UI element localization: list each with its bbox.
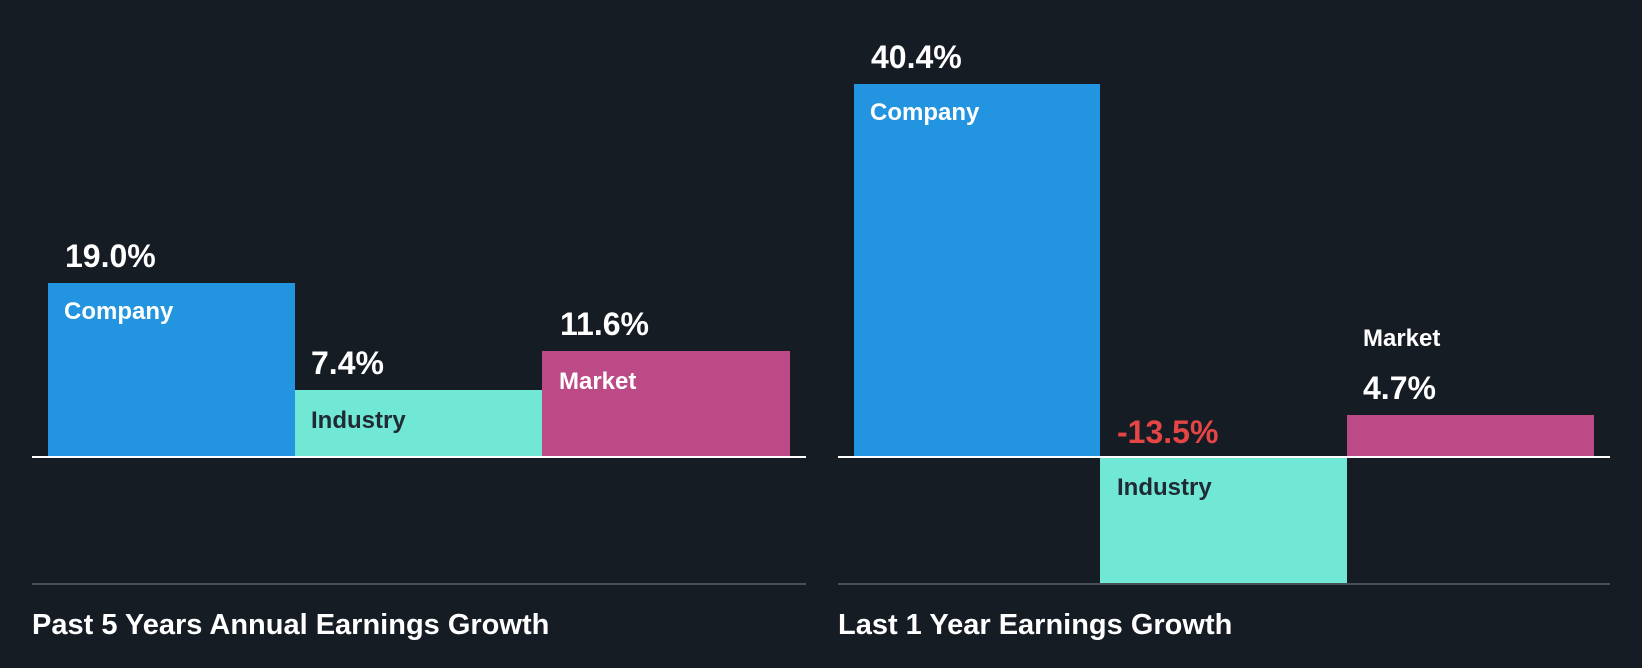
value-label-company: 40.4% [871,39,962,75]
axis-bottom-line [838,583,1610,585]
bar-industry [295,390,542,457]
axis-bottom-line [32,583,806,585]
bar-label-market: Market [559,368,637,395]
value-label-market: 11.6% [560,306,649,342]
value-label-industry: -13.5% [1117,414,1219,450]
bar-label-industry: Industry [311,407,406,434]
value-label-market: 4.7% [1363,370,1436,406]
zero-baseline [32,456,806,458]
chart-title: Past 5 Years Annual Earnings Growth [32,609,550,641]
value-label-company: 19.0% [65,238,156,274]
bar-company [854,84,1100,457]
value-label-industry: 7.4% [311,345,384,381]
bar-market [1347,415,1594,457]
chart-title: Last 1 Year Earnings Growth [838,609,1233,641]
bar-market [542,351,790,457]
bar-company [48,283,295,457]
chart-past-5-years: 19.0% Company 7.4% Industry 11.6% Market… [32,238,806,641]
bar-industry [1100,458,1347,584]
bar-label-company: Company [64,298,174,325]
bar-label-industry: Industry [1117,474,1212,501]
zero-baseline [838,456,1610,458]
bar-label-market: Market [1363,325,1441,352]
bar-label-company: Company [870,99,980,126]
